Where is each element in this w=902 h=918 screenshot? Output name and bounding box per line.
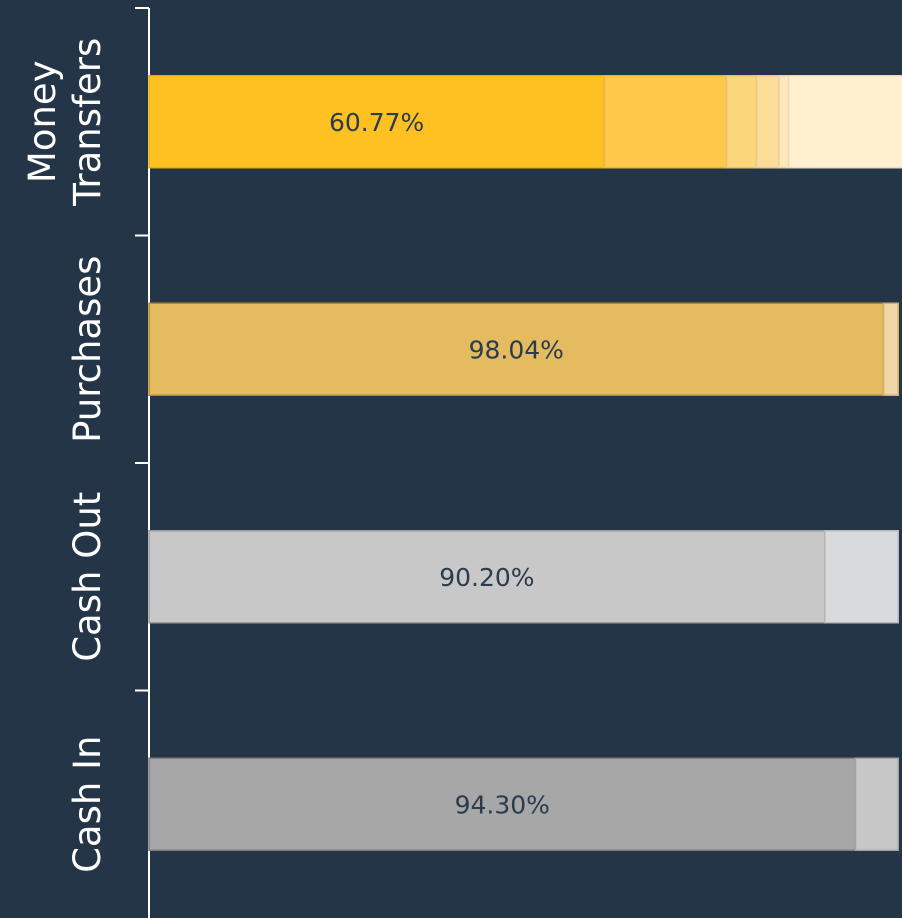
bar-value-label: 60.77% bbox=[329, 108, 424, 137]
category-label: Cash Out bbox=[66, 492, 109, 662]
category-label-line: Money bbox=[21, 60, 64, 183]
bar-value-label: 98.04% bbox=[469, 335, 564, 364]
bar-segment bbox=[755, 75, 780, 169]
bar-segment bbox=[148, 302, 885, 396]
bar-value-label: 94.30% bbox=[455, 790, 550, 819]
category-label: Purchases bbox=[66, 256, 109, 443]
bar-segment bbox=[725, 75, 758, 169]
bar-segment bbox=[603, 75, 728, 169]
bar-segment bbox=[854, 757, 900, 851]
category-label-line: Cash Out bbox=[66, 492, 109, 662]
category-label-line: Transfers bbox=[66, 38, 109, 207]
bar-segment bbox=[882, 302, 900, 396]
bar-segment bbox=[778, 75, 790, 169]
bar-segment bbox=[148, 757, 857, 851]
bar-segment bbox=[824, 530, 900, 624]
category-label: MoneyTransfers bbox=[21, 38, 109, 207]
bar-segment bbox=[787, 75, 902, 169]
category-label-line: Purchases bbox=[66, 256, 109, 443]
category-label: Cash In bbox=[66, 736, 109, 873]
bar-segment bbox=[148, 530, 826, 624]
category-label-line: Cash In bbox=[66, 736, 109, 873]
bar-segment bbox=[148, 75, 606, 169]
bar-value-label: 90.20% bbox=[439, 563, 534, 592]
